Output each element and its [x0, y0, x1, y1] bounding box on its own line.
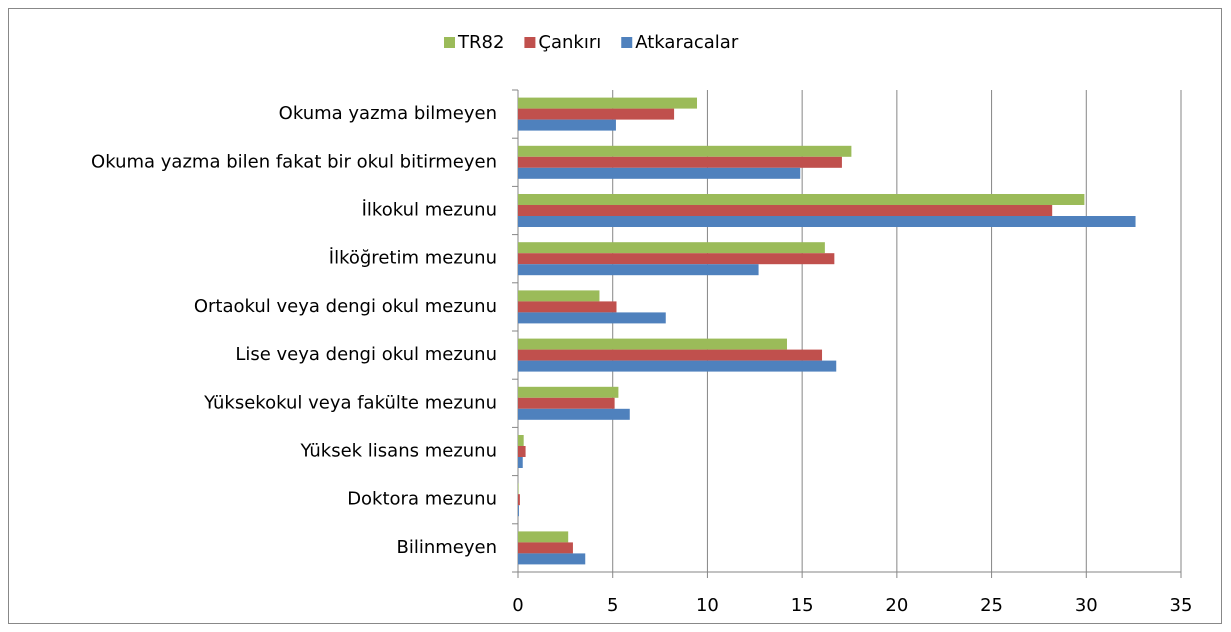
y-tick-label: Yüksekokul veya fakülte mezunu — [203, 392, 497, 413]
bar — [518, 397, 615, 409]
bar — [518, 253, 835, 265]
x-tick-label: 20 — [885, 595, 908, 616]
y-tick-label: Bilinmeyen — [396, 537, 497, 558]
x-tick-label: 25 — [980, 595, 1003, 616]
y-tick-label: İlköğretim mezunu — [329, 248, 497, 269]
bar — [518, 145, 852, 157]
bar — [518, 386, 619, 398]
bar — [518, 349, 823, 361]
y-tick-label: Lise veya dengi okul mezunu — [235, 344, 497, 365]
bar — [518, 494, 520, 506]
y-tick-label: İlkokul mezunu — [362, 200, 497, 221]
bar — [518, 264, 759, 276]
bar — [518, 156, 842, 168]
y-tick-label: Yüksek lisans mezunu — [299, 441, 497, 462]
bar — [518, 301, 617, 313]
legend-swatch — [444, 37, 455, 48]
y-tick-label: Okuma yazma bilmeyen — [279, 103, 497, 124]
bar — [518, 216, 1136, 227]
legend-label: Çankırı — [538, 32, 601, 53]
bar — [518, 505, 519, 517]
legend-swatch — [621, 37, 633, 48]
bar — [518, 242, 825, 254]
bar — [518, 457, 523, 468]
y-tick-label: Doktora mezunu — [347, 489, 497, 510]
x-tick-label: 10 — [696, 595, 719, 616]
bar — [518, 167, 801, 179]
bar — [518, 312, 666, 324]
bar — [518, 119, 616, 131]
bar — [518, 553, 586, 565]
y-tick-label: Ortaokul veya dengi okul mezunu — [194, 296, 497, 317]
bar — [518, 360, 837, 372]
x-tick-label: 15 — [791, 595, 814, 616]
x-tick-label: 0 — [512, 595, 523, 616]
y-tick-label: Okuma yazma bilen fakat bir okul bitirme… — [91, 151, 497, 172]
legend-swatch — [524, 37, 536, 48]
bar — [518, 97, 698, 109]
bar — [518, 205, 1053, 216]
x-tick-label: 35 — [1170, 595, 1193, 616]
bar — [518, 108, 675, 120]
bar — [518, 483, 519, 495]
bar — [518, 435, 524, 446]
bar — [518, 542, 573, 554]
bar — [518, 531, 569, 543]
legend-label: TR82 — [457, 32, 504, 53]
bar — [518, 446, 526, 457]
bar — [518, 290, 600, 302]
bar — [518, 194, 1085, 205]
bar — [518, 408, 630, 420]
legend-label: Atkaracalar — [635, 32, 739, 53]
x-tick-label: 5 — [607, 595, 618, 616]
x-tick-label: 30 — [1075, 595, 1098, 616]
bar — [518, 338, 787, 350]
